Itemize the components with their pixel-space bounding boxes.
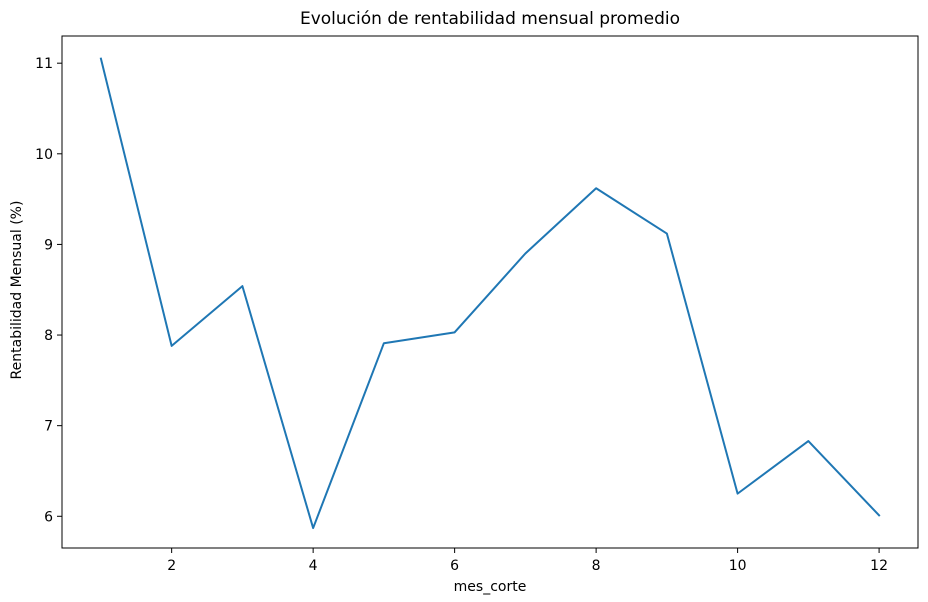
x-axis-ticks: 2 4 6 8 10 12 xyxy=(167,548,888,574)
axes-frame xyxy=(61,35,919,549)
y-tick-label: 7 xyxy=(44,419,53,435)
x-axis-label: mes_corte xyxy=(454,579,527,595)
y-tick-label: 8 xyxy=(44,328,53,344)
x-tick-label: 6 xyxy=(450,558,459,574)
x-tick-label: 2 xyxy=(167,558,176,574)
x-tick-label: 8 xyxy=(592,558,601,574)
y-axis-label: Rentabilidad Mensual (%) xyxy=(9,201,25,380)
series-line xyxy=(99,57,881,530)
y-tick-label: 11 xyxy=(35,56,53,72)
x-tick-label: 12 xyxy=(870,558,888,574)
x-tick-label: 4 xyxy=(309,558,318,574)
y-tick-label: 6 xyxy=(44,509,53,525)
y-tick-label: 10 xyxy=(35,147,53,163)
chart-title: Evolución de rentabilidad mensual promed… xyxy=(300,9,680,29)
x-tick-label: 10 xyxy=(729,558,747,574)
plot-area xyxy=(99,57,881,530)
y-axis-ticks: 6 7 8 9 10 11 xyxy=(35,56,62,525)
y-tick-label: 9 xyxy=(44,237,53,253)
